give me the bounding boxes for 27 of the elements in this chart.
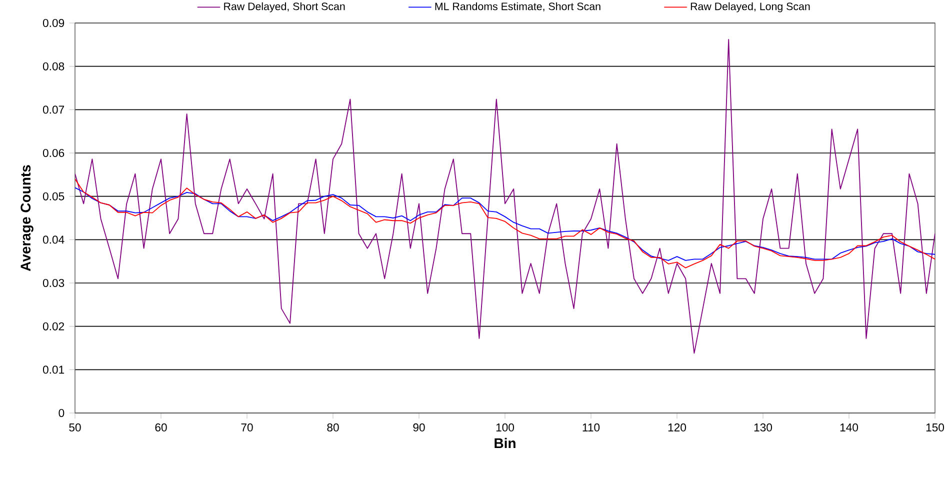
y-axis-title: Average Counts <box>20 165 34 272</box>
x-tick-label: 70 <box>241 423 253 432</box>
y-tick-label: 0 <box>58 408 64 418</box>
x-tick-label: 60 <box>155 423 167 432</box>
x-tick-label: 110 <box>582 423 600 432</box>
y-tick-label: 0.03 <box>42 278 64 288</box>
line-series <box>75 38 936 354</box>
x-tick-label: 100 <box>496 423 514 432</box>
x-tick-label: 50 <box>69 423 81 432</box>
y-tick-label: 0.02 <box>42 322 64 330</box>
x-tick-label: 130 <box>754 423 772 432</box>
y-tick-label: 0.05 <box>42 192 64 200</box>
legend-label: Raw Delayed, Long Scan <box>690 2 810 12</box>
y-tick-label: 0.08 <box>42 62 64 70</box>
x-tick-label: 140 <box>840 423 858 432</box>
legend-label: Raw Delayed, Short Scan <box>224 2 345 12</box>
x-tick-label: 80 <box>327 423 339 432</box>
legend-label: ML Randoms Estimate, Short Scan <box>435 2 600 12</box>
y-tick-label: 0.04 <box>42 236 64 244</box>
x-tick-label: 150 <box>926 423 944 432</box>
x-tick-label: 120 <box>668 423 686 432</box>
x-tick-label: 90 <box>413 423 425 432</box>
y-tick-label: 0.07 <box>42 106 64 114</box>
y-tick-label: 0.01 <box>42 366 64 374</box>
x-axis-title: Bin <box>494 438 516 448</box>
y-tick-label: 0.09 <box>42 18 64 28</box>
y-tick-label: 0.06 <box>42 148 64 158</box>
